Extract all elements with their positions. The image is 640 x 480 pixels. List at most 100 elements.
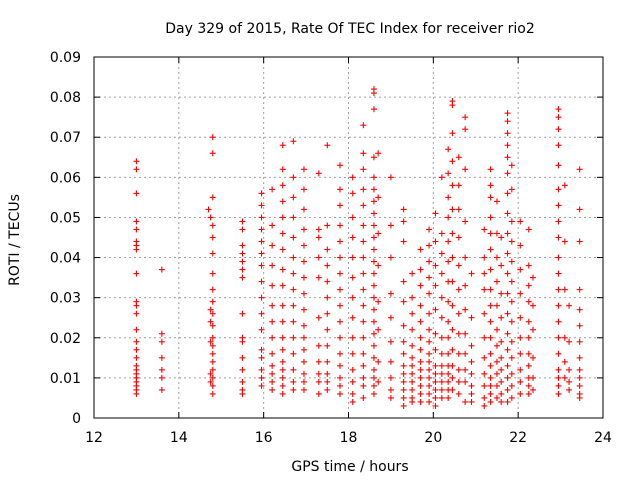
data-point [360, 150, 367, 157]
data-point [498, 290, 505, 297]
data-point [290, 334, 297, 341]
data-point [555, 382, 562, 389]
data-point [525, 350, 532, 357]
y-tick-label: 0.07 [50, 130, 81, 146]
axis-ticks: 12 14 16 18 20 22 24 0 0.01 0.02 0.03 0.04 0.05 0.06 0… [50, 50, 612, 446]
data-point [576, 374, 583, 381]
data-point [555, 390, 562, 397]
data-point [209, 322, 216, 329]
data-point [409, 398, 416, 405]
data-point [209, 334, 216, 341]
data-point [525, 390, 532, 397]
data-point [300, 334, 307, 341]
data-point [449, 374, 456, 381]
data-point [315, 378, 322, 385]
data-point [561, 374, 568, 381]
data-point [449, 326, 456, 333]
data-point [370, 90, 377, 97]
data-point [449, 346, 456, 353]
data-point [566, 378, 573, 385]
data-point [207, 370, 214, 377]
data-point [449, 278, 456, 285]
data-point [426, 374, 433, 381]
data-point [375, 230, 382, 237]
data-point [566, 338, 573, 345]
data-point [504, 142, 511, 149]
data-point [133, 346, 140, 353]
data-point [290, 214, 297, 221]
data-point [517, 314, 524, 321]
data-point [576, 206, 583, 213]
data-point [445, 214, 452, 221]
data-point [349, 378, 356, 385]
data-point [555, 318, 562, 325]
data-point [349, 274, 356, 281]
data-point [449, 230, 456, 237]
data-point [133, 158, 140, 165]
y-tick-label: 0.02 [50, 331, 81, 347]
data-point [487, 390, 494, 397]
data-point [504, 310, 511, 317]
data-point [133, 354, 140, 361]
data-point [269, 386, 276, 393]
data-point [561, 182, 568, 189]
data-point [498, 390, 505, 397]
data-point [239, 266, 246, 273]
data-point [517, 378, 524, 385]
data-point [462, 350, 469, 357]
data-point [375, 358, 382, 365]
y-tick-label: 0.06 [50, 170, 81, 186]
data-point [360, 238, 367, 245]
data-point [290, 254, 297, 261]
data-point [417, 266, 424, 273]
data-point [493, 302, 500, 309]
data-point [258, 190, 265, 197]
data-point [279, 334, 286, 341]
data-point [481, 370, 488, 377]
data-point [409, 362, 416, 369]
data-point [409, 354, 416, 361]
data-point [417, 302, 424, 309]
data-point [504, 210, 511, 217]
data-point [481, 394, 488, 401]
data-point [517, 218, 524, 225]
data-point [487, 350, 494, 357]
data-point [555, 126, 562, 133]
data-point [269, 302, 276, 309]
data-point [324, 142, 331, 149]
data-point [209, 286, 216, 293]
data-point [360, 394, 367, 401]
data-point [555, 162, 562, 169]
data-point [508, 298, 515, 305]
data-point [508, 370, 515, 377]
data-point [576, 338, 583, 345]
data-point [445, 238, 452, 245]
data-point [462, 306, 469, 313]
data-point [417, 246, 424, 253]
data-point [498, 366, 505, 373]
data-point [290, 174, 297, 181]
data-point [468, 270, 475, 277]
y-tick-label: 0.01 [50, 371, 81, 387]
data-point [525, 382, 532, 389]
data-point [468, 370, 475, 377]
data-point [555, 270, 562, 277]
data-point [387, 374, 394, 381]
data-point [426, 366, 433, 373]
data-point [370, 106, 377, 113]
data-point [387, 174, 394, 181]
data-point [487, 382, 494, 389]
data-point [258, 226, 265, 233]
data-point [455, 262, 462, 269]
data-point [468, 342, 475, 349]
data-point [209, 382, 216, 389]
data-point [133, 326, 140, 333]
data-point [438, 394, 445, 401]
data-point [481, 286, 488, 293]
data-point [269, 334, 276, 341]
data-point [337, 390, 344, 397]
data-point [409, 342, 416, 349]
data-point [530, 354, 537, 361]
data-point [508, 382, 515, 389]
y-tick-label: 0.03 [50, 291, 81, 307]
